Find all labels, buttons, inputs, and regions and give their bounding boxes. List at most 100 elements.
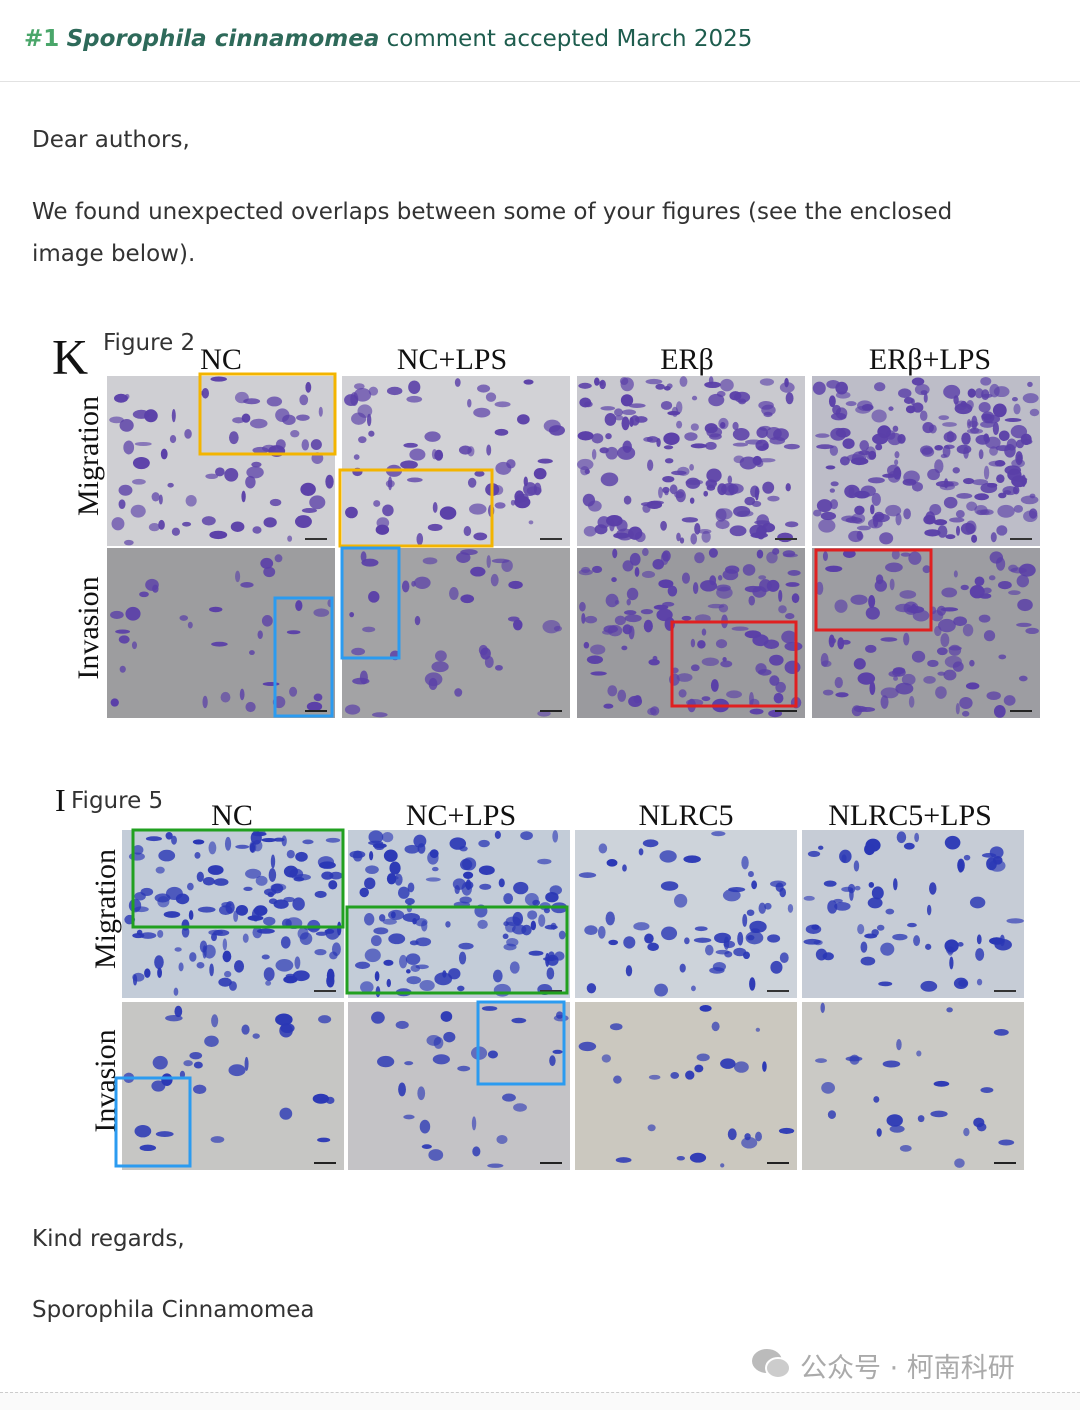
cell	[813, 509, 822, 517]
cell	[552, 1049, 563, 1054]
cell	[854, 885, 861, 891]
cell	[919, 410, 928, 422]
cell	[600, 406, 616, 411]
cell	[770, 960, 783, 974]
cell	[558, 930, 566, 940]
cell	[495, 461, 512, 475]
cell	[119, 418, 134, 432]
cell	[494, 502, 506, 509]
cell	[547, 951, 555, 961]
cell	[878, 981, 893, 987]
cell	[785, 392, 794, 405]
cell	[927, 659, 939, 667]
cell	[513, 881, 529, 895]
cell	[644, 933, 654, 944]
cell	[785, 483, 791, 492]
cell	[624, 614, 642, 623]
cell	[779, 952, 789, 964]
cell	[741, 856, 749, 870]
cell	[245, 475, 256, 489]
cell	[266, 396, 283, 407]
cell	[294, 515, 312, 528]
cell	[720, 660, 733, 668]
cell	[815, 433, 830, 438]
cell	[218, 905, 233, 916]
cell	[555, 1011, 564, 1019]
cell	[762, 1061, 767, 1072]
cell	[834, 902, 851, 911]
cell	[285, 973, 296, 979]
column-label: NC+LPS	[406, 799, 516, 832]
cell	[352, 850, 363, 862]
cell	[767, 934, 781, 943]
cell	[152, 1055, 168, 1070]
cell	[969, 659, 975, 667]
cell	[755, 1131, 762, 1142]
cell	[663, 432, 680, 445]
cell	[938, 618, 956, 633]
scale-bar	[994, 990, 1016, 992]
cell	[784, 660, 801, 675]
cell	[660, 881, 679, 891]
cell	[403, 1114, 415, 1120]
cell	[691, 985, 696, 992]
author[interactable]: Sporophila cinnamomea	[66, 26, 380, 52]
cell	[715, 949, 730, 955]
cell	[1011, 397, 1018, 402]
cell	[220, 691, 231, 703]
cell	[419, 979, 435, 992]
cell	[955, 703, 960, 715]
cell	[454, 688, 463, 697]
cell	[670, 1071, 680, 1079]
cell	[210, 1136, 225, 1143]
cell	[828, 634, 835, 648]
cell	[929, 882, 937, 895]
cell	[283, 896, 295, 903]
cell	[689, 497, 695, 504]
cell	[600, 472, 619, 487]
cell	[370, 935, 382, 947]
cell	[373, 927, 389, 935]
row-label: Invasion	[72, 576, 105, 679]
cell	[623, 610, 637, 616]
cell	[590, 671, 607, 676]
cell	[344, 704, 361, 715]
cell	[151, 492, 160, 502]
cell	[885, 504, 902, 517]
cell	[874, 382, 886, 392]
cell	[487, 1050, 498, 1059]
cell	[233, 960, 245, 973]
cell	[965, 682, 980, 690]
cell	[742, 951, 750, 960]
cell	[908, 551, 922, 565]
cell	[699, 1004, 712, 1012]
cell	[136, 929, 143, 936]
cell	[945, 534, 956, 540]
cell	[474, 470, 485, 477]
cell	[937, 525, 948, 538]
overlap-box	[114, 1076, 192, 1168]
cell	[634, 416, 648, 423]
cell	[655, 383, 665, 390]
cell	[773, 428, 789, 441]
cell	[976, 934, 982, 945]
cell	[1003, 695, 1016, 706]
cell	[374, 971, 380, 982]
cell	[415, 937, 432, 947]
cell	[406, 395, 423, 403]
cell	[286, 630, 301, 635]
cell	[275, 1013, 293, 1026]
cell	[299, 394, 309, 406]
cell	[741, 1137, 758, 1149]
cell	[708, 393, 725, 407]
cell	[352, 677, 370, 685]
cell	[957, 942, 964, 947]
comment-number[interactable]: #1	[24, 26, 60, 52]
cell	[249, 418, 268, 429]
cell	[401, 580, 410, 593]
cell	[917, 1115, 925, 1123]
cell	[851, 451, 867, 466]
cell	[521, 924, 532, 936]
cell	[717, 575, 723, 581]
cell	[1013, 403, 1021, 415]
